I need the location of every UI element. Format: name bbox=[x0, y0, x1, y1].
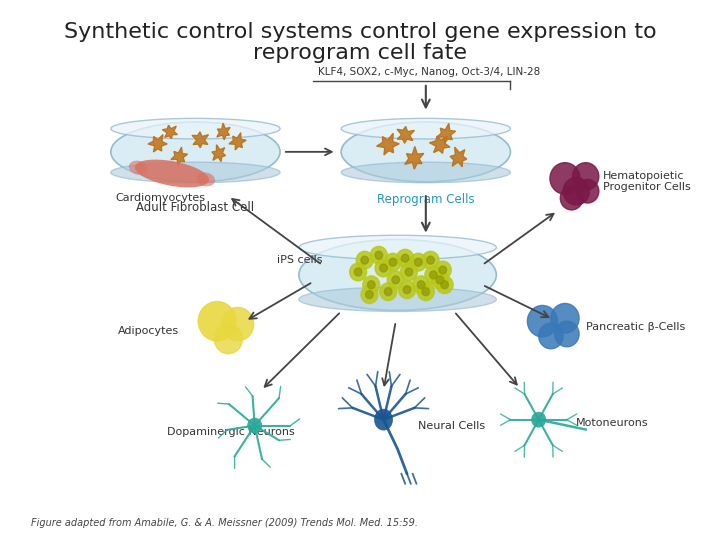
Text: Adipocytes: Adipocytes bbox=[118, 326, 179, 336]
Circle shape bbox=[551, 303, 579, 333]
Circle shape bbox=[397, 249, 413, 267]
Circle shape bbox=[539, 323, 563, 349]
Circle shape bbox=[422, 251, 439, 269]
Circle shape bbox=[384, 288, 392, 295]
Circle shape bbox=[563, 178, 590, 205]
Polygon shape bbox=[450, 147, 467, 167]
Circle shape bbox=[410, 253, 427, 271]
Circle shape bbox=[527, 306, 557, 337]
Ellipse shape bbox=[299, 239, 496, 310]
Ellipse shape bbox=[135, 160, 209, 187]
Circle shape bbox=[375, 251, 382, 259]
Circle shape bbox=[384, 253, 401, 271]
Circle shape bbox=[366, 291, 373, 299]
Polygon shape bbox=[397, 126, 415, 143]
Circle shape bbox=[441, 281, 449, 289]
Polygon shape bbox=[148, 134, 167, 152]
Circle shape bbox=[436, 276, 453, 294]
Polygon shape bbox=[212, 145, 225, 161]
Polygon shape bbox=[437, 123, 456, 143]
Polygon shape bbox=[405, 146, 424, 169]
Text: Reprogram Cells: Reprogram Cells bbox=[377, 193, 474, 206]
Circle shape bbox=[215, 324, 243, 354]
Text: Cardiomyocytes: Cardiomyocytes bbox=[115, 193, 205, 203]
Ellipse shape bbox=[111, 118, 280, 139]
Circle shape bbox=[367, 281, 375, 289]
Ellipse shape bbox=[299, 287, 496, 312]
Circle shape bbox=[550, 163, 580, 194]
Text: Neural Cells: Neural Cells bbox=[418, 421, 485, 430]
Polygon shape bbox=[429, 136, 450, 153]
Ellipse shape bbox=[247, 417, 262, 434]
Text: Figure adapted from Amabile, G. & A. Meissner (2009) Trends Mol. Med. 15:59.: Figure adapted from Amabile, G. & A. Mei… bbox=[31, 518, 418, 528]
Polygon shape bbox=[192, 132, 209, 148]
Polygon shape bbox=[163, 125, 177, 139]
Polygon shape bbox=[229, 133, 246, 150]
Circle shape bbox=[415, 258, 422, 266]
Circle shape bbox=[405, 268, 413, 276]
Circle shape bbox=[431, 271, 449, 289]
Ellipse shape bbox=[111, 162, 280, 183]
Text: Pancreatic β-Cells: Pancreatic β-Cells bbox=[585, 322, 685, 332]
Circle shape bbox=[361, 286, 378, 303]
Text: Hematopoietic
Progenitor Cells: Hematopoietic Progenitor Cells bbox=[603, 171, 690, 192]
Ellipse shape bbox=[299, 235, 496, 260]
Circle shape bbox=[363, 276, 379, 294]
Polygon shape bbox=[377, 133, 399, 155]
Circle shape bbox=[427, 256, 434, 264]
Circle shape bbox=[361, 256, 369, 264]
Text: Adult Fibroblast Cell: Adult Fibroblast Cell bbox=[136, 201, 254, 214]
Circle shape bbox=[198, 301, 236, 341]
Circle shape bbox=[572, 163, 599, 190]
Circle shape bbox=[354, 268, 362, 276]
Circle shape bbox=[413, 276, 430, 294]
Ellipse shape bbox=[197, 172, 215, 186]
Circle shape bbox=[387, 271, 404, 289]
Circle shape bbox=[350, 263, 366, 281]
Circle shape bbox=[222, 307, 253, 341]
Circle shape bbox=[400, 263, 418, 281]
Circle shape bbox=[422, 288, 430, 295]
Circle shape bbox=[375, 259, 392, 277]
Polygon shape bbox=[217, 123, 230, 140]
Circle shape bbox=[425, 266, 442, 284]
Circle shape bbox=[403, 286, 411, 294]
Circle shape bbox=[401, 254, 409, 262]
Text: KLF4, SOX2, c-Myc, Nanog, Oct-3/4, LIN-28: KLF4, SOX2, c-Myc, Nanog, Oct-3/4, LIN-2… bbox=[318, 67, 540, 77]
Circle shape bbox=[418, 281, 425, 289]
Ellipse shape bbox=[341, 162, 510, 183]
Circle shape bbox=[430, 271, 437, 279]
Circle shape bbox=[436, 276, 444, 284]
Ellipse shape bbox=[111, 122, 280, 182]
Circle shape bbox=[389, 258, 397, 266]
Text: Synthetic control systems control gene expression to: Synthetic control systems control gene e… bbox=[63, 22, 657, 42]
Circle shape bbox=[576, 179, 599, 203]
Text: Motoneurons: Motoneurons bbox=[576, 417, 649, 428]
Circle shape bbox=[439, 266, 446, 274]
Circle shape bbox=[434, 261, 451, 279]
Circle shape bbox=[379, 264, 387, 272]
Circle shape bbox=[418, 283, 434, 301]
Text: iPS cells: iPS cells bbox=[277, 255, 323, 265]
Text: Dopaminergic Neurons: Dopaminergic Neurons bbox=[167, 428, 295, 437]
Polygon shape bbox=[171, 147, 187, 165]
Text: reprogram cell fate: reprogram cell fate bbox=[253, 43, 467, 63]
Circle shape bbox=[370, 246, 387, 264]
Ellipse shape bbox=[374, 409, 393, 430]
Circle shape bbox=[379, 283, 397, 301]
Circle shape bbox=[554, 321, 579, 347]
Ellipse shape bbox=[341, 122, 510, 182]
Circle shape bbox=[392, 276, 400, 284]
Circle shape bbox=[356, 251, 373, 269]
Circle shape bbox=[560, 186, 583, 210]
Ellipse shape bbox=[531, 412, 546, 428]
Ellipse shape bbox=[341, 118, 510, 139]
Circle shape bbox=[399, 281, 415, 299]
Ellipse shape bbox=[129, 160, 148, 174]
